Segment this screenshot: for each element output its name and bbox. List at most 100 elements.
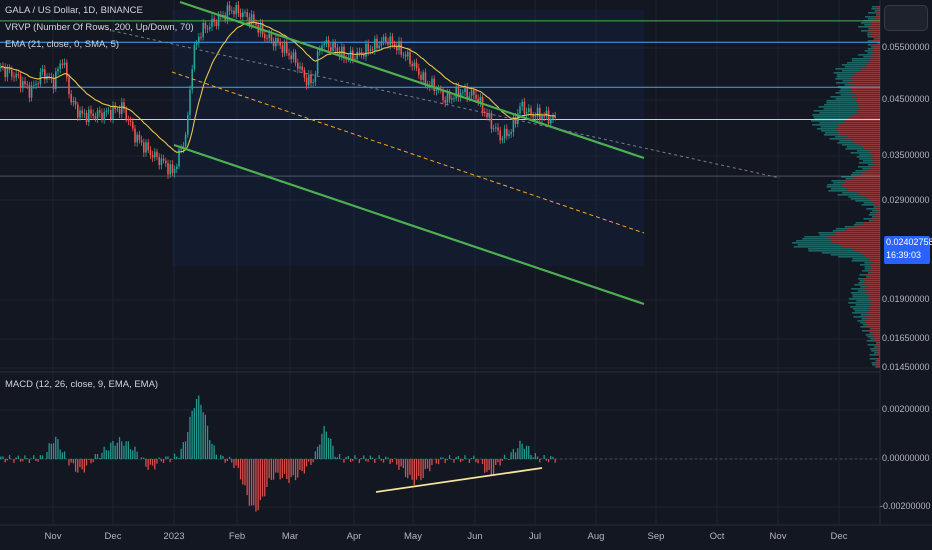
candle-body: [510, 132, 512, 134]
vrvp-down-bar: [849, 78, 880, 80]
vrvp-up-bar: [868, 214, 875, 216]
vrvp-up-bar: [839, 90, 852, 92]
vrvp-up-bar: [863, 56, 874, 58]
current-price-badge: 0.02402758 16:39:03: [884, 236, 932, 264]
vrvp-up-bar: [860, 322, 866, 324]
price-tick-0: 0.05500000: [882, 42, 930, 52]
vrvp-down-bar: [870, 150, 880, 152]
vrvp-up-bar: [842, 192, 858, 194]
candle-body: [189, 89, 191, 116]
candle-body: [475, 94, 477, 99]
vrvp-up-bar: [867, 32, 871, 34]
macd-bar: [437, 459, 440, 465]
candle-body: [413, 62, 416, 67]
vrvp-up-bar: [855, 304, 872, 306]
vrvp-up-bar: [850, 198, 868, 200]
vrvp-down-bar: [862, 254, 880, 256]
vrvp-up-bar: [867, 44, 872, 46]
vrvp-up-bar: [866, 276, 870, 278]
macd-bar: [292, 459, 294, 476]
candle-body: [523, 101, 526, 114]
vrvp-down-bar: [857, 98, 880, 100]
candle-body: [200, 36, 202, 38]
candle-body: [360, 52, 363, 55]
macd-bar: [149, 459, 151, 465]
vrvp-down-bar: [873, 48, 880, 50]
candle-body: [59, 63, 61, 69]
macd-bar: [55, 436, 57, 459]
macd-trendline[interactable]: [375, 467, 543, 493]
vrvp-down-bar: [856, 110, 880, 112]
vrvp-up-bar: [873, 38, 876, 40]
macd-bar: [39, 455, 41, 459]
candle-body: [246, 12, 248, 18]
vrvp-up-bar: [851, 312, 867, 314]
ema-legend[interactable]: EMA (21, close, 0, SMA, 5): [5, 39, 120, 50]
vrvp-up-bar: [873, 206, 878, 208]
vrvp-down-bar: [847, 228, 880, 230]
candle-body: [17, 74, 20, 76]
vrvp-up-bar: [818, 106, 858, 108]
macd-bar: [495, 459, 497, 465]
macd-bar: [499, 459, 501, 466]
vrvp-up-bar: [872, 210, 878, 212]
macd-bar: [191, 410, 193, 459]
vrvp-down-bar: [870, 60, 880, 62]
macd-bar: [391, 459, 393, 463]
vrvp-up-bar: [876, 342, 879, 344]
candle-body: [530, 108, 532, 116]
vrvp-up-bar: [871, 362, 876, 364]
candle-body: [294, 52, 297, 63]
macd-bar: [554, 459, 556, 463]
vrvp-up-bar: [810, 120, 844, 122]
candle-body: [554, 116, 556, 118]
vrvp-up-bar: [824, 104, 859, 106]
macd-bar: [8, 455, 11, 459]
vrvp-down-bar: [870, 268, 880, 270]
vrvp-down-bar: [844, 230, 880, 232]
vrvp-down-bar: [877, 206, 880, 208]
vrvp-down-bar: [860, 108, 880, 110]
macd-bar: [90, 459, 92, 464]
vrvp-up-bar: [856, 156, 872, 158]
vrvp-down-bar: [867, 324, 880, 326]
vrvp-up-bar: [858, 278, 864, 280]
chart-settings-button[interactable]: [884, 5, 928, 31]
price-tick-5: 0.01900000: [882, 294, 930, 304]
macd-bar: [61, 452, 63, 459]
current-price-label: 0.02402758: [886, 237, 932, 247]
macd-bar: [33, 455, 35, 459]
vrvp-down-bar: [871, 162, 880, 164]
vrvp-up-bar: [859, 274, 866, 276]
candle-body: [11, 70, 13, 77]
vrvp-up-bar: [846, 146, 863, 148]
macd-bar: [310, 459, 312, 466]
macd-bar: [72, 459, 74, 464]
vrvp-up-bar: [856, 300, 872, 302]
candle-body: [486, 113, 488, 118]
vrvp-down-bar: [850, 248, 880, 250]
vrvp-up-bar: [852, 296, 869, 298]
vrvp-down-bar: [875, 208, 880, 210]
time-tick-oct: Oct: [709, 531, 725, 542]
macd-bar: [156, 459, 158, 464]
candle-body: [312, 82, 314, 84]
macd-bar: [552, 456, 554, 459]
vrvp-up-bar: [851, 60, 871, 62]
vrvp-up-bar: [842, 80, 854, 82]
trend-channel[interactable]: [99, 0, 781, 306]
macd-bar: [195, 399, 198, 459]
macd-bar: [209, 440, 211, 459]
candle-body: [202, 22, 204, 38]
vrvp-legend[interactable]: VRVP (Number Of Rows, 200, Up/Down, 70): [5, 22, 194, 33]
candle-body: [88, 109, 90, 123]
macd-bar: [418, 459, 420, 477]
macd-bar: [543, 455, 545, 459]
candle-body: [268, 33, 270, 39]
vrvp-up-bar: [845, 148, 864, 150]
macd-legend[interactable]: MACD (12, 26, close, 9, EMA, EMA): [5, 379, 159, 390]
macd-bar: [497, 459, 499, 463]
macd-bar: [180, 448, 182, 459]
candle-body: [547, 110, 550, 124]
